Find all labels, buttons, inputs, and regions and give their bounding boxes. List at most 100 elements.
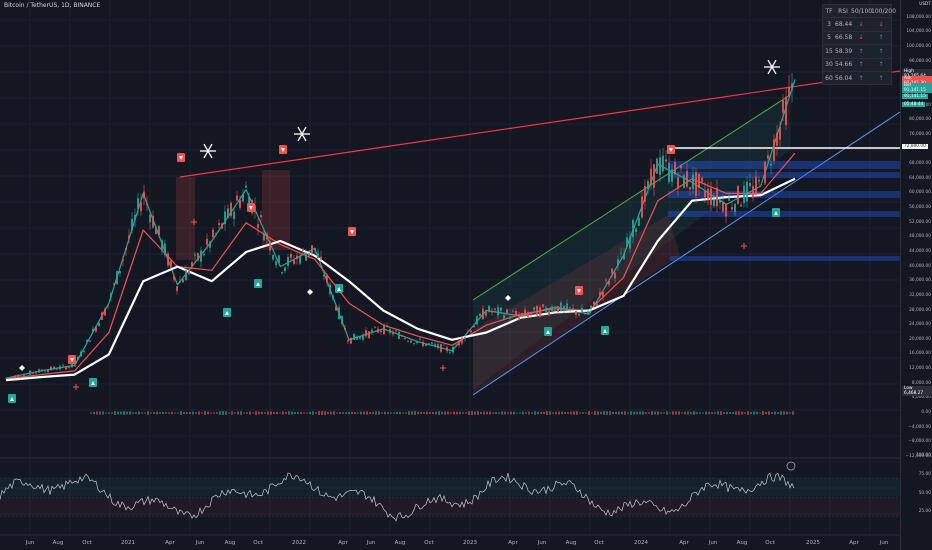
- candle-body: [716, 187, 718, 207]
- price-tick-label: 28,000.00: [909, 307, 931, 313]
- candle-body: [410, 340, 412, 343]
- oscillator-bar: [600, 411, 602, 415]
- oscillator-bar: [606, 411, 608, 415]
- price-axis[interactable]: USDT 108,000.00 104,000.00 100,000.00 96,00…: [900, 0, 932, 550]
- price-tick-label: 24,000.00: [909, 322, 931, 328]
- oscillator-bar: [717, 411, 719, 415]
- rsi-row: 30 54.66 ↑ ↑: [823, 57, 891, 71]
- candle-body: [317, 253, 319, 259]
- candle-body: [449, 352, 451, 354]
- candle-body: [296, 255, 298, 260]
- candle-body: [443, 344, 445, 346]
- candle-body: [566, 303, 568, 310]
- candle-body: [617, 259, 619, 266]
- candle-body: [791, 83, 793, 91]
- candle-body: [101, 312, 103, 320]
- candle-body: [17, 374, 19, 378]
- time-tick-label: Aug: [566, 540, 577, 546]
- oscillator-bar: [657, 411, 659, 415]
- oscillator-bar: [441, 411, 443, 415]
- oscillator-bar: [633, 411, 635, 415]
- candle-body: [386, 325, 388, 327]
- candle-body: [185, 270, 187, 281]
- sell-arrow-icon: [577, 289, 581, 293]
- oscillator-bar: [297, 411, 299, 415]
- candle-body: [179, 280, 181, 283]
- candle-body: [377, 328, 379, 333]
- oscillator-bar: [687, 411, 689, 415]
- candle-body: [539, 307, 541, 317]
- candle-body: [26, 373, 28, 375]
- oscillator-bar: [747, 411, 749, 415]
- oscillator-bar: [621, 411, 623, 415]
- oscillator-bar: [486, 411, 488, 415]
- candle-body: [686, 170, 688, 187]
- oscillator-bar: [246, 412, 248, 414]
- price-tick-label: 0.00: [921, 410, 931, 415]
- oscillator-bar: [648, 412, 650, 414]
- oscillator-bar: [213, 412, 215, 414]
- price-tick-label: 32,000.00: [909, 292, 931, 298]
- oscillator-bar: [729, 411, 731, 415]
- oscillator-bar: [336, 412, 338, 414]
- price-tick-label: 48,000.00: [909, 234, 931, 240]
- oscillator-bar: [162, 412, 164, 414]
- oscillator-bar: [510, 411, 512, 415]
- candle-body: [323, 274, 325, 277]
- candle-body: [50, 366, 52, 371]
- candle-body: [611, 268, 613, 274]
- oscillator-bar: [711, 412, 713, 414]
- oscillator-bar: [465, 412, 467, 414]
- oscillator-bar: [714, 412, 716, 414]
- support-zone: [670, 256, 900, 261]
- oscillator-bar: [399, 411, 401, 415]
- rsi-tf: 30: [825, 61, 833, 69]
- oscillator-bar: [546, 411, 548, 415]
- oscillator-bar: [237, 411, 239, 415]
- oscillator-bar: [786, 411, 788, 415]
- channel-lower-line: [472, 111, 900, 396]
- candle-body: [92, 328, 94, 332]
- oscillator-bar: [330, 411, 332, 415]
- candle-body: [152, 215, 154, 228]
- oscillator-bar: [723, 411, 725, 415]
- oscillator-bar: [597, 411, 599, 415]
- candle-body: [671, 169, 673, 182]
- time-tick-label: Jun: [708, 540, 718, 546]
- oscillator-bar: [474, 411, 476, 415]
- price-tick-label: 12,000.00: [909, 366, 931, 372]
- time-tick-label: Jun: [195, 540, 205, 546]
- candle-body: [368, 331, 370, 339]
- oscillator-bar: [108, 412, 110, 414]
- oscillator-bar: [792, 411, 794, 415]
- candle-body: [398, 331, 400, 339]
- candle-body: [212, 229, 214, 237]
- candle-body: [143, 191, 145, 199]
- sell-arrow-icon: [350, 230, 354, 234]
- candle-body: [137, 198, 139, 210]
- candle-body: [242, 193, 244, 202]
- oscillator-bar: [774, 411, 776, 415]
- candle-body: [608, 280, 610, 285]
- low-price-tag: Low 6,468.27: [902, 386, 932, 397]
- oscillator-bar: [243, 412, 245, 414]
- candle-body: [515, 311, 517, 316]
- snowflake-icon: [767, 59, 777, 75]
- oscillator-bar: [432, 411, 434, 415]
- oscillator-bar: [231, 411, 233, 415]
- candle-body: [494, 308, 496, 310]
- sell-arrow-icon: [249, 206, 253, 210]
- price-chart[interactable]: Jun Aug Oct 2021 Apr Jun Aug Oct 2022 Apr Jun Aug Oc…: [0, 0, 900, 550]
- candle-body: [110, 293, 112, 298]
- candle-body: [668, 163, 670, 183]
- candle-body: [374, 326, 376, 328]
- candle-body: [353, 333, 355, 341]
- oscillator-bar: [693, 411, 695, 415]
- price-tick-label: 4,000.00: [911, 395, 931, 401]
- candle-body: [344, 327, 346, 331]
- candle-body: [413, 343, 415, 345]
- candle-body: [29, 370, 31, 375]
- oscillator-bar: [591, 412, 593, 414]
- rsi-tf: 15: [825, 47, 833, 55]
- candle-body: [320, 256, 322, 260]
